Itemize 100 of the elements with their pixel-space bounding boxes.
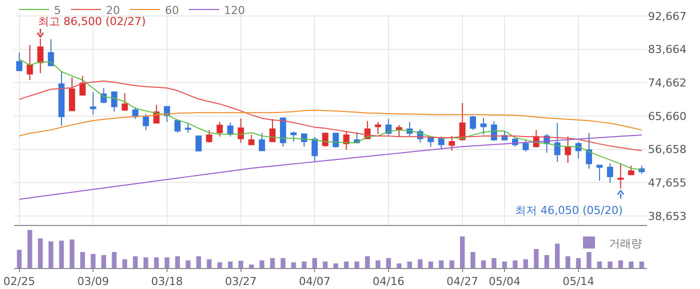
x-tick-label: 05/14 [562, 275, 594, 288]
bar [576, 258, 581, 268]
bar [512, 260, 518, 268]
candlestick [459, 102, 466, 142]
bar [27, 230, 32, 268]
bar [186, 260, 190, 268]
candlestick [258, 132, 266, 152]
bar [90, 254, 96, 268]
bar [112, 252, 117, 268]
bar [554, 244, 560, 268]
bar [38, 238, 43, 268]
bar [586, 252, 592, 268]
candlestick [16, 52, 22, 72]
candlestick [90, 91, 96, 116]
legend-label: 20 [106, 4, 120, 17]
candlestick [174, 119, 181, 134]
bar [122, 259, 128, 268]
candlestick [79, 75, 86, 96]
bar [628, 262, 634, 268]
bar [333, 263, 338, 268]
x-tick-label: 03/09 [77, 275, 109, 288]
candlestick [68, 76, 76, 112]
bar [354, 262, 360, 268]
bar [608, 262, 612, 268]
x-tick-label: 03/27 [224, 275, 257, 288]
bar [523, 259, 528, 268]
candlestick [606, 162, 614, 184]
candlestick [374, 121, 382, 134]
bar [460, 236, 465, 268]
candlestick [142, 113, 149, 130]
bar [534, 249, 539, 268]
y-tick-label: 38,653 [648, 210, 686, 223]
bar [418, 259, 423, 268]
bar [132, 256, 138, 268]
bar [428, 262, 434, 268]
x-tick-label: 02/25 [3, 275, 36, 288]
x-tick-label: 03/18 [151, 275, 183, 288]
bar [481, 260, 486, 268]
bar [80, 252, 85, 268]
y-tick-label: 92,667 [648, 10, 686, 23]
annotation: 최저 46,050 (05/20) [515, 204, 623, 217]
candlestick [184, 122, 192, 134]
bar [196, 256, 201, 268]
line-series [18, 134, 642, 200]
candlestick [554, 122, 560, 162]
bar [302, 262, 306, 268]
legend-label: 120 [224, 4, 245, 17]
candlestick [196, 135, 202, 152]
x-tick-label: 04/16 [372, 275, 404, 288]
bar [260, 260, 264, 268]
candlestick [37, 38, 44, 74]
annotation: 최고 86,500 (02/27) [38, 15, 146, 28]
y-tick-label: 83,664 [648, 43, 686, 56]
y-tick-label: 56,658 [648, 143, 686, 156]
bar [407, 262, 412, 268]
candlestick [343, 130, 350, 150]
x-tick-label: 04/27 [446, 275, 478, 288]
candlestick [48, 38, 54, 66]
y-tick-label: 65,660 [648, 110, 686, 123]
bar [164, 257, 170, 268]
candlestick [111, 91, 118, 112]
candlestick [596, 164, 603, 182]
candlestick [290, 131, 297, 142]
candlestick [322, 132, 328, 148]
bar [16, 250, 22, 268]
candlestick [248, 134, 254, 146]
candlestick [522, 139, 529, 152]
candlestick [470, 115, 476, 130]
candlestick [385, 118, 392, 136]
candlestick [628, 165, 634, 176]
candlestick [448, 135, 455, 152]
bar [249, 264, 254, 268]
bar [280, 258, 286, 268]
bar [618, 260, 623, 268]
bar [386, 258, 391, 268]
legend-label: 5 [54, 4, 61, 17]
y-tick-label: 74,662 [648, 76, 686, 90]
y-tick-label: 47,655 [648, 176, 686, 190]
bar [228, 262, 233, 268]
bar [502, 262, 507, 268]
bar [438, 260, 444, 268]
bar [59, 240, 64, 268]
line-series [18, 80, 642, 152]
bar [238, 260, 244, 268]
bar [396, 263, 402, 268]
candlestick [564, 136, 571, 164]
bar [639, 262, 644, 268]
candlestick [480, 117, 487, 136]
bar [597, 262, 602, 268]
bar [492, 258, 496, 268]
x-tick-label: 04/07 [298, 275, 331, 288]
bar [291, 262, 296, 268]
bar [449, 260, 454, 268]
bar [376, 260, 380, 268]
candlestick [269, 118, 276, 142]
bar [154, 257, 159, 268]
bar [544, 255, 550, 268]
bar [365, 256, 370, 268]
bar [344, 262, 349, 268]
x-tick-label: 05/04 [488, 275, 520, 288]
